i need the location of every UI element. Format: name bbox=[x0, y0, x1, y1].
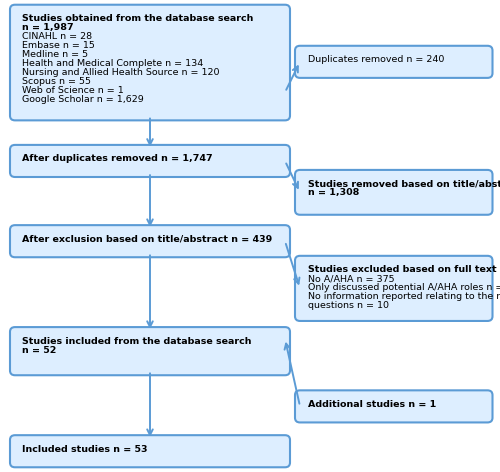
FancyBboxPatch shape bbox=[295, 256, 492, 321]
FancyBboxPatch shape bbox=[10, 145, 290, 177]
Text: n = 1,308: n = 1,308 bbox=[308, 188, 359, 197]
FancyBboxPatch shape bbox=[295, 170, 492, 215]
Text: n = 1,987: n = 1,987 bbox=[22, 23, 74, 32]
Text: Scopus n = 55: Scopus n = 55 bbox=[22, 77, 92, 86]
FancyBboxPatch shape bbox=[295, 46, 492, 78]
FancyBboxPatch shape bbox=[10, 5, 290, 120]
Text: Embase n = 15: Embase n = 15 bbox=[22, 41, 96, 50]
Text: Nursing and Allied Health Source n = 120: Nursing and Allied Health Source n = 120 bbox=[22, 68, 220, 77]
Text: Duplicates removed n = 240: Duplicates removed n = 240 bbox=[308, 55, 444, 64]
Text: Only discussed potential A/AHA roles n = 2: Only discussed potential A/AHA roles n =… bbox=[308, 283, 500, 292]
FancyBboxPatch shape bbox=[295, 390, 492, 422]
Text: Health and Medical Complete n = 134: Health and Medical Complete n = 134 bbox=[22, 59, 204, 68]
Text: Google Scholar n = 1,629: Google Scholar n = 1,629 bbox=[22, 95, 144, 104]
Text: CINAHL n = 28: CINAHL n = 28 bbox=[22, 32, 92, 41]
Text: n = 52: n = 52 bbox=[22, 346, 57, 354]
Text: Studies excluded based on full text n = 387: Studies excluded based on full text n = … bbox=[308, 265, 500, 274]
Text: Studies obtained from the database search: Studies obtained from the database searc… bbox=[22, 14, 254, 23]
Text: No A/AHA n = 375: No A/AHA n = 375 bbox=[308, 274, 394, 283]
Text: Medline n = 5: Medline n = 5 bbox=[22, 50, 88, 59]
Text: Additional studies n = 1: Additional studies n = 1 bbox=[308, 400, 436, 409]
Text: After duplicates removed n = 1,747: After duplicates removed n = 1,747 bbox=[22, 154, 213, 163]
Text: No information reported relating to the review: No information reported relating to the … bbox=[308, 292, 500, 301]
FancyBboxPatch shape bbox=[10, 225, 290, 257]
Text: questions n = 10: questions n = 10 bbox=[308, 301, 388, 310]
Text: After exclusion based on title/abstract n = 439: After exclusion based on title/abstract … bbox=[22, 235, 273, 244]
Text: Included studies n = 53: Included studies n = 53 bbox=[22, 445, 148, 454]
Text: Web of Science n = 1: Web of Science n = 1 bbox=[22, 86, 124, 95]
Text: Studies included from the database search: Studies included from the database searc… bbox=[22, 337, 252, 346]
FancyBboxPatch shape bbox=[10, 435, 290, 467]
FancyBboxPatch shape bbox=[10, 327, 290, 375]
Text: Studies removed based on title/abstract: Studies removed based on title/abstract bbox=[308, 179, 500, 188]
